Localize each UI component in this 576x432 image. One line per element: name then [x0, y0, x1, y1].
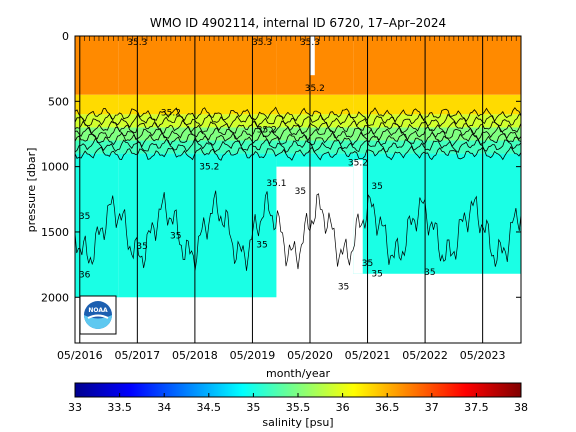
x-tick-label: 05/2021: [345, 349, 391, 362]
colorbar-tick-label: 35.5: [286, 401, 311, 414]
contour-line: [75, 113, 521, 130]
contour-label: 35.1: [266, 179, 286, 189]
noaa-logo-icon: NOAA: [79, 295, 117, 335]
y-tick-label: 1500: [41, 226, 69, 239]
noaa-logo-text: NOAA: [88, 307, 108, 314]
colorbar-tick-label: 34.5: [197, 401, 222, 414]
contour-label: 35: [256, 241, 267, 251]
contour-line: [75, 106, 521, 123]
salinity-cell: [118, 94, 277, 115]
contour-label: 36: [79, 271, 91, 281]
x-tick-label: 05/2018: [172, 349, 218, 362]
colorbar-tick-label: 37.5: [464, 401, 489, 414]
salinity-cell: [309, 153, 354, 167]
y-tick-label: 2000: [41, 291, 69, 304]
x-axis-label: month/year: [266, 367, 330, 380]
contour-label: 35.3: [252, 38, 272, 48]
salinity-cell: [309, 36, 354, 95]
salinity-cell: [118, 140, 277, 154]
colorbar-tick-label: 37: [425, 401, 439, 414]
salinity-cell: [276, 94, 310, 115]
contour-label: 35: [424, 268, 435, 278]
y-tick-label: 1000: [41, 161, 69, 174]
y-axis-label: pressure [dbar]: [25, 148, 38, 233]
plot-frame: [74, 35, 522, 344]
colorbar-tick-label: 36.5: [375, 401, 400, 414]
contour-label: 35.2: [199, 162, 219, 172]
x-tick-label: 05/2023: [460, 349, 506, 362]
salinity-cell: [276, 36, 310, 95]
colorbar-tick-label: 33: [68, 401, 82, 414]
contour-line: [75, 125, 521, 142]
contour-label: 35: [170, 231, 181, 241]
contour-label: 35.2: [161, 109, 181, 119]
contour-label: 35: [295, 187, 306, 197]
salinity-cell: [353, 127, 521, 141]
salinity-cell: [353, 153, 521, 274]
colorbar-tick-label: 34: [157, 401, 171, 414]
colorbar-label: salinity [psu]: [262, 416, 333, 429]
contour-line: [75, 131, 521, 148]
salinity-cell: [276, 153, 310, 167]
x-tick-label: 05/2019: [230, 349, 276, 362]
salinity-cell: [118, 36, 277, 95]
contour-labels: 35 36 35 35 35.2 35.2 35.1 35 35.2 35 35.2 35 35.2 35…: [79, 38, 436, 292]
contour-label: 35: [371, 269, 382, 279]
salinity-cell: [353, 36, 521, 95]
colorbar-tick-label: 36: [336, 401, 350, 414]
chart-title: WMO ID 4902114, internal ID 6720, 17–Apr…: [150, 16, 446, 30]
salinity-cell: [309, 94, 354, 115]
contour-line: [75, 119, 521, 135]
y-tick-label: 500: [48, 95, 69, 108]
data-gap: [353, 160, 363, 274]
salinity-cell: [75, 36, 119, 95]
salinity-cell: [75, 94, 119, 115]
salinity-cell: [118, 127, 277, 141]
contour-label: 35.2: [305, 84, 325, 94]
contour-label: 35: [136, 242, 147, 252]
salinity-field: [75, 36, 521, 298]
salinity-cell: [118, 153, 277, 298]
colorbar-ticks: 33 33.5 34 34.5 35 35.5 36 36.5 37 37.5 38: [68, 393, 528, 414]
contour-label: 35: [79, 212, 90, 222]
x-tick-label: 05/2017: [114, 349, 160, 362]
x-tick-label: 05/2022: [402, 349, 448, 362]
salinity-cell: [75, 153, 119, 298]
salinity-cell: [309, 114, 354, 128]
contour-label: 35.2: [257, 126, 277, 136]
contour-line: [75, 145, 521, 161]
deep-isoline: [75, 190, 521, 271]
colorbar-tick-label: 38: [514, 401, 528, 414]
contour-label: 35: [371, 182, 382, 192]
contour-line: [75, 137, 521, 154]
contour-label: 35: [338, 282, 349, 292]
salinity-contours: [75, 106, 521, 271]
salinity-cell: [75, 140, 119, 154]
y-tick-label: 0: [62, 30, 69, 43]
x-axis-ticks: 05/2016 05/2017 05/2018 05/2019 05/2020 05/20…: [57, 349, 506, 362]
data-gap: [309, 36, 315, 76]
salinity-cell: [353, 94, 521, 115]
y-axis-ticks: 0 500 1000 1500 2000: [41, 30, 521, 304]
colorbar-tick-label: 35: [246, 401, 260, 414]
x-tick-label: 05/2016: [57, 349, 103, 362]
x-tick-label: 05/2020: [287, 349, 333, 362]
contour-label: 35.2: [348, 158, 368, 168]
colorbar-tick-label: 33.5: [107, 401, 132, 414]
